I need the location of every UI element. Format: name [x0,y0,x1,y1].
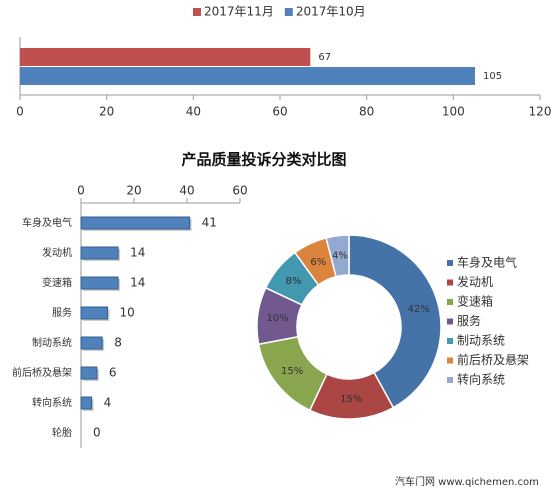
y-tick-label: 轮胎 [52,426,72,439]
data-label: 0 [93,426,101,440]
x-tick-label: 0 [77,184,85,198]
data-label: 67 [318,52,331,63]
data-label: 6% [310,257,326,268]
x-tick-label: 100 [442,105,465,119]
legend-swatch [447,318,453,325]
data-label: 6 [109,366,117,380]
bar [80,276,119,290]
data-label: 8% [286,276,302,287]
footer: 汽车门网 www.qichemen.com [395,475,539,488]
x-tick-label: 20 [126,184,141,198]
data-label: 8 [114,336,122,350]
legend-swatch [447,338,453,344]
legend-swatch [447,377,453,383]
data-label: 10 [120,306,135,320]
data-label: 14 [130,246,145,260]
x-tick-label: 120 [529,105,552,119]
data-label: 4% [332,251,348,262]
data-label: 15% [281,366,303,377]
data-label: 105 [483,71,502,82]
legend-swatch [447,299,453,305]
x-tick-label: 40 [179,184,194,198]
x-tick-label: 0 [16,105,24,119]
legend-label: 前后桥及悬架 [457,352,529,367]
legend-label: 2017年10月 [296,5,366,19]
bar [80,306,108,320]
y-tick-label: 车身及电气 [22,216,72,229]
x-tick-label: 40 [186,105,201,119]
x-tick-label: 20 [99,105,114,119]
y-tick-label: 转向系统 [32,396,72,409]
bar [20,48,311,66]
donut-slice [325,234,350,278]
legend-label: 变速箱 [457,294,493,309]
data-label: 41 [202,216,217,230]
y-tick-label: 发动机 [42,246,72,259]
legend-label: 转向系统 [457,372,505,387]
legend-swatch [447,279,453,286]
legend-label: 2017年11月 [204,5,274,19]
bar [80,396,93,410]
bar [80,336,103,350]
legend-label: 服务 [457,313,481,328]
data-label: 15% [340,394,362,405]
y-tick-label: 前后桥及悬架 [12,366,72,379]
chart-title: 产品质量投诉分类对比图 [181,151,346,169]
bar [80,216,191,230]
legend-swatch [193,8,201,16]
y-tick-label: 制动系统 [32,336,72,349]
x-tick-label: 80 [359,105,374,119]
y-tick-label: 变速箱 [42,276,72,289]
bar [80,246,119,260]
legend-label: 车身及电气 [457,255,517,270]
donut-slice [348,234,442,409]
y-tick-label: 服务 [52,306,72,319]
legend-swatch [284,8,293,16]
bar [80,366,98,380]
data-label: 10% [266,313,288,324]
data-label: 42% [408,304,430,315]
data-label: 14 [130,276,145,290]
x-tick-label: 60 [232,184,247,198]
bar [20,67,475,85]
x-tick-label: 60 [272,105,287,119]
legend-swatch [447,357,453,364]
data-label: 4 [104,396,112,410]
legend-label: 制动系统 [457,334,505,348]
legend-label: 发动机 [457,274,493,289]
legend-swatch [447,260,453,266]
